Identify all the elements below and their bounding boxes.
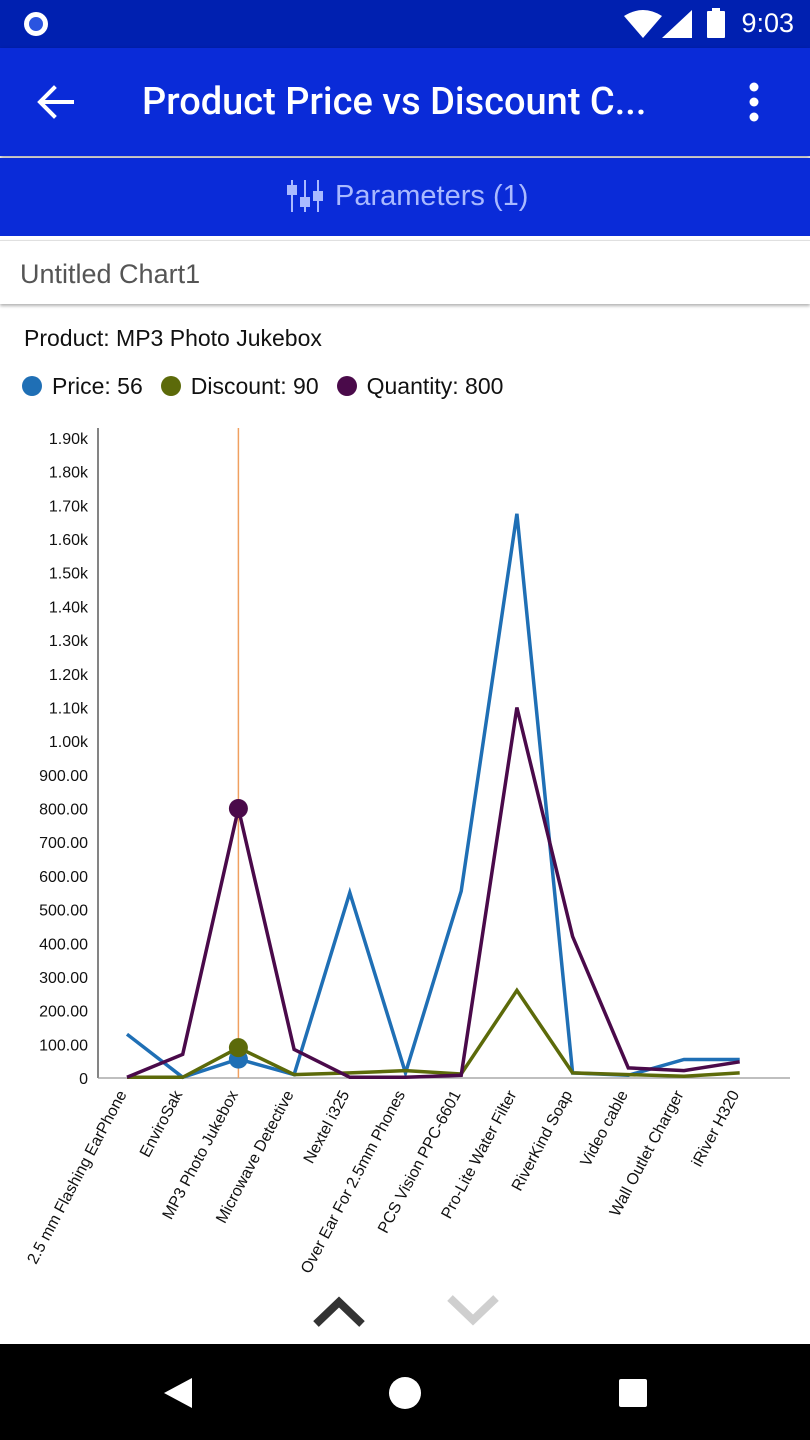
series-line-price [125,513,740,1080]
back-icon[interactable] [162,1376,194,1410]
y-tick-label: 1.00k [49,734,89,751]
signal-icon [662,10,692,38]
y-tick-label: 800.00 [39,802,88,819]
y-tick-label: 1.50k [49,566,89,583]
app-bar: Product Price vs Discount C... [0,48,810,156]
back-arrow-icon[interactable] [36,84,74,120]
y-tick-label: 200.00 [39,1004,88,1021]
clock: 9:03 [741,8,794,38]
selected-product: Product: MP3 Photo Jukebox [24,325,322,351]
legend-dot-price [22,376,42,396]
legend-quantity-label: Quantity: 800 [366,372,504,399]
line-chart[interactable]: 0 100.00 200.00 300.00 400.00 500.00 600.00 700… [0,420,810,1278]
chart-title-bar[interactable]: Untitled Chart1 [0,240,810,304]
x-tick-label: RiverKind Soap [509,1088,576,1194]
series-line-discount [127,987,740,1080]
x-tick-label: 2.5 mm Flashing EarPhone [25,1088,131,1267]
chevron-down-icon[interactable] [446,1294,500,1326]
legend-item-discount: Discount: 90 [160,372,319,400]
legend-item-quantity: Quantity: 800 [336,372,504,400]
wifi-icon [624,10,662,38]
x-tick-label: Video cable [578,1088,632,1170]
legend: Price: 56 Discount: 90 Quantity: 800 [22,370,521,402]
x-tick-label: Nextel i325 [301,1088,354,1167]
page-title: Product Price vs Discount C... [142,80,647,124]
x-tick-label: iRiver H320 [689,1088,743,1170]
legend-item-price: Price: 56 [22,373,143,400]
parameters-label: Parameters (1) [335,180,529,212]
home-icon[interactable] [388,1376,422,1410]
y-tick-label: 1.60k [49,532,89,549]
y-tick-label: 500.00 [39,903,88,920]
system-navigation-bar [0,1344,810,1440]
y-tick-label: 1.30k [49,633,89,650]
y-tick-label: 100.00 [39,1037,88,1054]
y-tick-label: 600.00 [39,869,88,886]
y-tick-label: 400.00 [39,936,88,953]
y-tick-label: 1.20k [49,667,89,684]
legend-price-label: Price: 56 [52,372,143,399]
parameters-button[interactable]: Parameters (1) [0,158,810,236]
y-tick-label: 0 [79,1071,88,1088]
y-tick-label: 1.80k [49,465,89,482]
y-tick-label: 1.70k [49,498,89,515]
series-line-quantity [126,707,740,1080]
y-tick-label: 1.40k [49,599,89,616]
chart-title: Untitled Chart1 [20,259,201,289]
highlight-marker-discount [228,1038,248,1058]
x-tick-label: Over Ear For 2.5mm Phones [298,1088,409,1277]
y-tick-label: 300.00 [39,970,88,987]
highlight-marker-quantity [228,799,248,819]
status-bar: 9:03 [0,0,810,48]
legend-discount-label: Discount: 90 [190,372,319,399]
legend-dot-quantity [336,376,357,396]
chart-navigation [0,1278,810,1344]
y-tick-label: 1.10k [49,700,89,717]
recents-icon[interactable] [618,1378,648,1408]
more-options-icon[interactable] [746,82,762,122]
battery-icon [707,8,725,38]
chevron-up-icon[interactable] [312,1296,366,1328]
notification-icon [24,12,48,36]
y-tick-label: 1.90k [49,431,89,448]
legend-dot-discount [160,376,181,396]
y-tick-label: 900.00 [39,768,88,785]
x-tick-label: EnviroSak [137,1087,187,1160]
sliders-icon [287,180,323,212]
y-tick-label: 700.00 [39,835,88,852]
